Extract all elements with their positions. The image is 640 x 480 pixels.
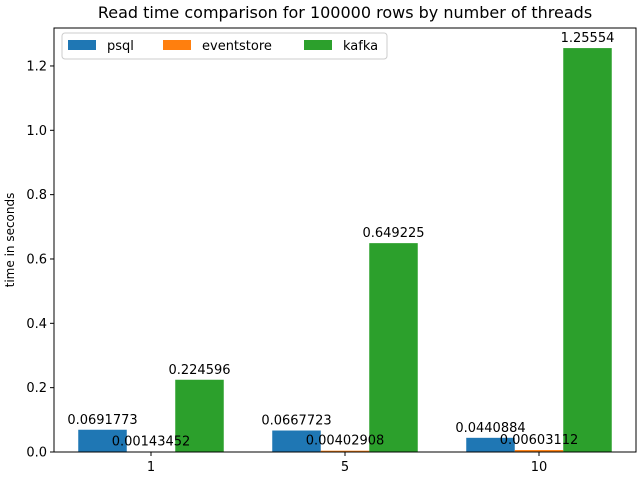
x-tick-label: 5	[341, 460, 349, 475]
chart-title: Read time comparison for 100000 rows by …	[98, 3, 592, 22]
legend-swatch-kafka	[304, 40, 332, 50]
bar-kafka-1	[175, 379, 224, 452]
bar-psql-1	[78, 429, 127, 452]
legend: psql eventstore kafka	[61, 32, 388, 60]
data-label-psql-5: 0.0667723	[261, 414, 331, 429]
y-axis-label: time in seconds	[3, 193, 17, 288]
bar-psql-10	[466, 437, 515, 452]
data-label-psql-1: 0.0691773	[67, 413, 137, 428]
data-label-eventstore-10: 0.00603112	[500, 433, 579, 448]
legend-swatch-eventstore	[163, 40, 191, 50]
y-tick-label: 0.4	[26, 317, 47, 332]
axes-frame	[53, 27, 637, 453]
data-label-eventstore-5: 0.00402908	[306, 434, 385, 449]
data-label-eventstore-1: 0.00143452	[112, 435, 191, 450]
data-label-kafka-10: 1.25554	[561, 31, 615, 46]
y-tick-label: 0.6	[26, 252, 47, 267]
axes-layer: 0.0 0.2 0.4 0.6 0.8 1.0 1.2 1 5 10	[26, 27, 637, 475]
data-label-psql-10: 0.0440884	[455, 421, 525, 436]
legend-label-kafka: kafka	[343, 39, 378, 54]
bars-layer	[78, 48, 612, 453]
y-tick-label: 0.0	[26, 446, 47, 461]
y-tick-label: 0.2	[26, 381, 47, 396]
legend-label-psql: psql	[107, 39, 134, 54]
data-labels-layer: 0.0691773 0.0667723 0.0440884 0.00143452 0.0…	[67, 31, 614, 449]
y-tick-label: 0.8	[26, 188, 47, 203]
bar-psql-5	[272, 430, 321, 452]
bar-eventstore-5	[320, 450, 370, 452]
data-label-kafka-1: 0.224596	[168, 363, 230, 378]
bar-kafka-5	[369, 243, 418, 452]
y-tick-label: 1.2	[26, 59, 47, 74]
y-tick-label: 1.0	[26, 124, 47, 139]
x-tick-label: 10	[531, 460, 548, 475]
legend-swatch-psql	[68, 40, 96, 50]
legend-box	[61, 32, 388, 60]
bar-kafka-10	[563, 48, 612, 453]
bar-eventstore-10	[514, 450, 564, 452]
x-tick-label: 1	[147, 460, 155, 475]
data-label-kafka-5: 0.649225	[362, 226, 424, 241]
legend-label-eventstore: eventstore	[202, 39, 272, 54]
